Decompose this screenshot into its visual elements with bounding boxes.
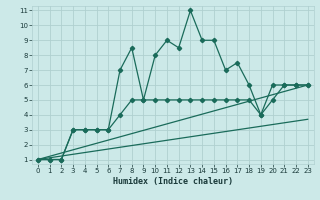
X-axis label: Humidex (Indice chaleur): Humidex (Indice chaleur) (113, 177, 233, 186)
